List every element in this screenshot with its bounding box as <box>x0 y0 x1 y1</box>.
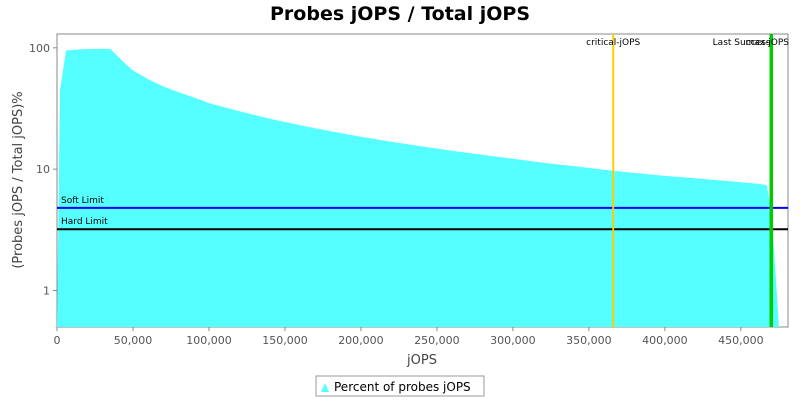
chart-title: Probes jOPS / Total jOPS <box>270 3 530 25</box>
x-tick-label-5: 250,000 <box>414 334 460 347</box>
legend-box <box>315 375 485 397</box>
x-tick-label-6: 300,000 <box>490 334 536 347</box>
y-tick-label-0: 1 <box>43 284 50 297</box>
reference-line-label-3: Last Success <box>713 38 771 48</box>
x-tick-label-0: 0 <box>54 334 61 347</box>
legend-swatch <box>321 383 329 392</box>
legend-entry: Percent of probes jOPS <box>334 380 471 394</box>
x-tick-label-8: 400,000 <box>642 334 688 347</box>
plot-content <box>57 48 779 328</box>
reference-line-label-4: max-jOPS <box>745 38 789 48</box>
legend: Percent of probes jOPS <box>315 375 485 397</box>
y-axis: 1 10 100 <box>29 42 57 297</box>
x-axis-label: jOPS <box>406 353 437 368</box>
x-tick-label-3: 150,000 <box>262 334 308 347</box>
reference-lines: Soft Limit Hard Limit critical-jOPS Last Su… <box>57 34 789 327</box>
x-axis: 0 50,000 100,000 150,000 200,000 250,000 300,0… <box>54 327 764 347</box>
series-area-0 <box>57 48 779 328</box>
y-tick-label-2: 100 <box>29 42 50 55</box>
x-tick-label-7: 350,000 <box>566 334 612 347</box>
x-tick-label-9: 450,000 <box>718 334 764 347</box>
reference-line-label-1: Hard Limit <box>61 217 108 227</box>
x-tick-label-2: 100,000 <box>186 334 232 347</box>
reference-line-label-0: Soft Limit <box>61 196 104 206</box>
y-tick-label-1: 10 <box>36 163 50 176</box>
y-axis-label: (Probes jOPS / Total jOPS)% <box>11 91 26 268</box>
reference-line-label-2: critical-jOPS <box>586 38 640 48</box>
x-tick-label-4: 200,000 <box>338 334 384 347</box>
x-tick-label-1: 50,000 <box>114 334 153 347</box>
